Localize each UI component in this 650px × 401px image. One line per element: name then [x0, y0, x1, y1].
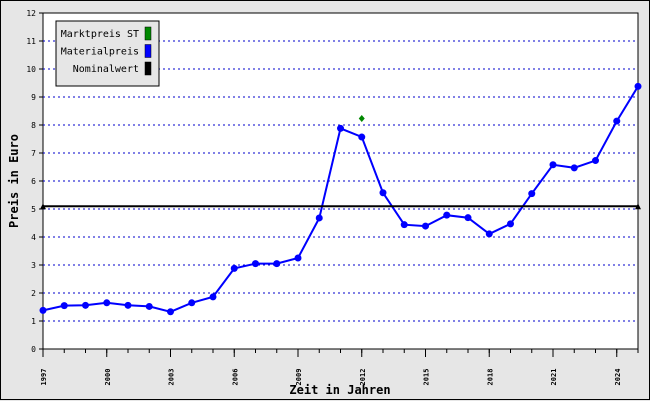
materialpreis-point [592, 157, 599, 165]
materialpreis-point [188, 299, 196, 307]
y-tick-label: 7 [31, 149, 36, 158]
legend-label: Materialpreis [61, 47, 139, 58]
materialpreis-point [485, 230, 493, 238]
legend: Marktpreis ST Materialpreis Nominalwert [55, 20, 160, 87]
materialpreis-point [82, 301, 89, 309]
x-tick-label: 2009 [295, 369, 303, 386]
materialpreis-point [379, 189, 387, 197]
materialpreis-point [570, 164, 578, 172]
series-layer [39, 82, 642, 316]
materialpreis-point [549, 161, 557, 169]
y-tick-label: 4 [31, 233, 36, 242]
y-tick-label: 10 [26, 65, 36, 74]
x-tick-label: 2000 [104, 369, 112, 386]
y-tick-label: 0 [31, 345, 36, 354]
x-tick-label: 1997 [40, 369, 48, 386]
x-axis-ticks: 1997 2000 2003 2006 2009 2012 2015 2018 2021 2024 [40, 349, 639, 386]
legend-swatch [144, 44, 152, 58]
y-axis-label: Preis in Euro [7, 134, 21, 228]
x-tick-label: 2018 [486, 369, 494, 386]
materialpreis-point [103, 299, 111, 307]
grid-lines [43, 40, 638, 322]
x-tick-label: 2006 [231, 369, 239, 386]
materialpreis-point [337, 124, 344, 132]
x-tick-label: 2024 [614, 369, 622, 386]
legend-swatch [144, 61, 152, 76]
y-tick-label: 9 [31, 93, 36, 102]
materialpreis-point [294, 254, 302, 262]
materialpreis-point [60, 302, 68, 310]
x-tick-label: 2012 [359, 369, 367, 386]
y-tick-label: 5 [31, 205, 36, 214]
y-tick-label: 8 [31, 121, 36, 130]
materialpreis-point [39, 306, 47, 314]
y-tick-label: 1 [31, 317, 36, 326]
materialpreis-point [273, 260, 281, 268]
materialpreis-point [315, 214, 323, 222]
x-axis-label: Zeit in Jahren [289, 383, 390, 397]
legend-label: Marktpreis ST [61, 29, 139, 40]
materialpreis-point [358, 133, 366, 141]
x-tick-label: 2003 [168, 369, 176, 386]
materialpreis-point [613, 117, 621, 125]
materialpreis-point [124, 301, 132, 309]
materialpreis-point [528, 190, 536, 198]
nominalwert-marker [40, 203, 46, 210]
nominalwert-marker [635, 203, 641, 210]
materialpreis-point [443, 211, 451, 219]
materialpreis-point [252, 260, 259, 268]
materialpreis-point [167, 308, 174, 316]
y-tick-label: 2 [31, 289, 36, 298]
materialpreis-point [230, 264, 238, 272]
materialpreis-point [634, 82, 642, 90]
x-tick-label: 2021 [550, 369, 558, 386]
materialpreis-point [422, 222, 429, 230]
materialpreis-point [209, 293, 217, 301]
materialpreis-point [400, 221, 408, 229]
legend-swatch [144, 26, 152, 41]
legend-label: Nominalwert [73, 64, 139, 75]
y-tick-label: 3 [31, 261, 36, 270]
marktpreis-point [358, 115, 365, 123]
y-tick-label: 11 [26, 37, 36, 46]
x-tick-label: 2015 [423, 369, 431, 386]
y-tick-label: 6 [31, 177, 36, 186]
y-tick-label: 12 [26, 9, 36, 18]
materialpreis-point [464, 214, 472, 222]
materialpreis-point [145, 302, 153, 310]
materialpreis-point [507, 220, 514, 228]
legend-box [55, 20, 160, 87]
